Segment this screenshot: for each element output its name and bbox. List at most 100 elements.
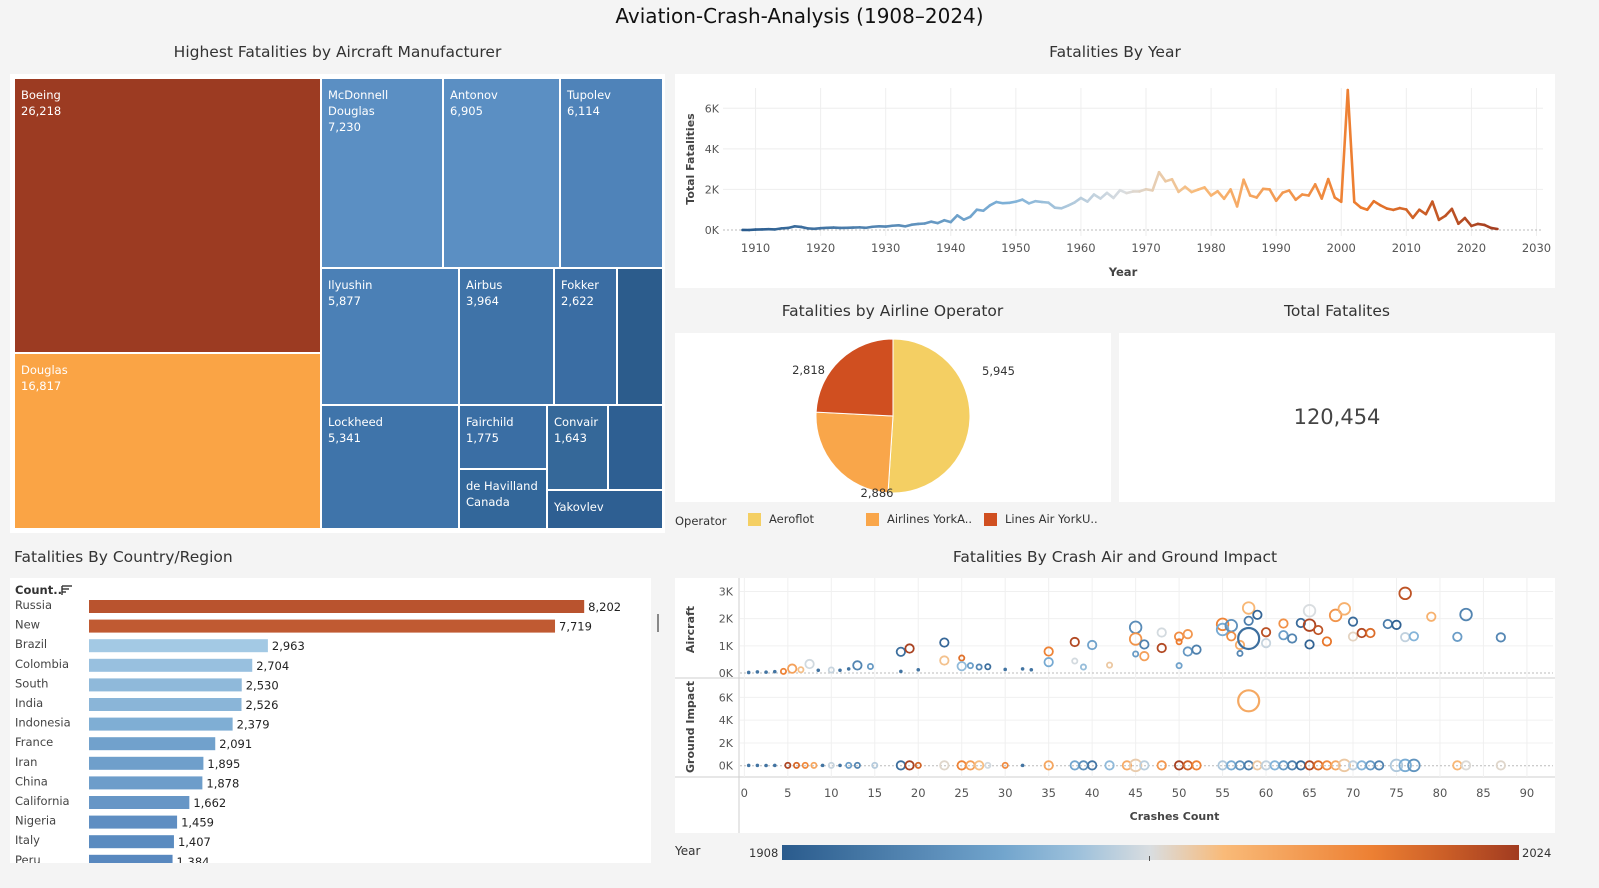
- treemap-cell[interactable]: Antonov 6,905: [443, 78, 560, 268]
- pie-legend-item-airlines[interactable]: Airlines YorkA..: [866, 512, 972, 526]
- scatter-point[interactable]: [846, 667, 851, 671]
- scatter-point[interactable]: [1106, 661, 1114, 669]
- bar[interactable]: [89, 756, 204, 770]
- scatter-point[interactable]: [1278, 618, 1289, 629]
- scatter-point[interactable]: [1003, 667, 1008, 672]
- treemap-cell[interactable]: Yakovlev: [547, 490, 663, 529]
- pie-legend-item-aeroflot[interactable]: Aeroflot: [748, 512, 814, 526]
- scatter-point[interactable]: [1236, 649, 1244, 657]
- scatter-point[interactable]: [1087, 760, 1098, 771]
- scatter-point[interactable]: [1139, 651, 1150, 662]
- treemap-cell[interactable]: Fairchild 1,775: [459, 405, 547, 469]
- treemap-chart[interactable]: Boeing 26,218 Douglas 16,817 McDonnell Dougl…: [10, 74, 665, 533]
- scatter-point[interactable]: [845, 761, 853, 769]
- scatter-point[interactable]: [1071, 657, 1079, 665]
- scatter-point[interactable]: [779, 667, 787, 675]
- scatter-point[interactable]: [793, 761, 801, 769]
- scatter-point[interactable]: [1104, 760, 1115, 771]
- scatter-point[interactable]: [838, 668, 842, 673]
- scatter-point[interactable]: [787, 663, 798, 674]
- bar[interactable]: [89, 815, 178, 829]
- treemap-cell[interactable]: de Havilland Canada: [459, 469, 547, 529]
- treemap-cell[interactable]: Fokker 2,622: [554, 268, 617, 405]
- scatter-point[interactable]: [801, 761, 809, 769]
- scatter-point[interactable]: [1400, 632, 1411, 643]
- bar[interactable]: [89, 854, 173, 863]
- scatter-point[interactable]: [1304, 639, 1315, 650]
- scatter-point[interactable]: [1234, 639, 1246, 651]
- treemap-cell[interactable]: Airbus 3,964: [459, 268, 554, 405]
- line-chart[interactable]: 0K 2K 4K 6K 1910 1920 1930 1940 1950 1960 1970 1980…: [675, 74, 1555, 288]
- scatter-point[interactable]: [1243, 615, 1254, 626]
- bar[interactable]: [89, 639, 268, 653]
- scatter-point[interactable]: [984, 761, 992, 769]
- scatter-point[interactable]: [899, 669, 903, 674]
- pie-slice[interactable]: [815, 411, 894, 494]
- scatter-point[interactable]: [1182, 629, 1193, 640]
- bar[interactable]: [89, 717, 233, 731]
- bar-chart[interactable]: Count..Russia 8,202 New 7,719 Brazil 2,963 Col…: [10, 578, 651, 863]
- scatter-point[interactable]: [1139, 639, 1150, 650]
- scatter-point[interactable]: [1069, 636, 1080, 648]
- scatter-point[interactable]: [820, 763, 825, 768]
- scatter-point[interactable]: [1452, 631, 1463, 642]
- scatter-point[interactable]: [810, 761, 818, 769]
- pie-chart[interactable]: 5,945 2,886 2,818: [675, 333, 1111, 502]
- bar[interactable]: [89, 776, 203, 790]
- scatter-point[interactable]: [1347, 631, 1359, 642]
- scatter-point[interactable]: [1260, 627, 1272, 638]
- scatter-point[interactable]: [1252, 609, 1263, 620]
- treemap-cell[interactable]: Douglas 16,817: [14, 353, 321, 529]
- scatter-point[interactable]: [797, 666, 805, 674]
- scatter-point[interactable]: [1175, 662, 1183, 670]
- scatter-point[interactable]: [904, 643, 915, 654]
- scatter-point[interactable]: [1347, 616, 1359, 627]
- scatter-point[interactable]: [1132, 650, 1140, 658]
- scatter-point[interactable]: [1043, 657, 1054, 668]
- scatter-point[interactable]: [1495, 760, 1506, 771]
- scatter-point[interactable]: [772, 669, 777, 674]
- treemap-cell[interactable]: Lockheed 5,341: [321, 405, 459, 529]
- year-gradient-bar[interactable]: [782, 845, 1519, 860]
- bar[interactable]: [89, 678, 242, 692]
- scatter-point[interactable]: [1128, 632, 1143, 646]
- scatter-point[interactable]: [1001, 761, 1009, 769]
- bar[interactable]: [89, 658, 253, 672]
- scatter-point[interactable]: [1237, 626, 1261, 651]
- scatter-point[interactable]: [916, 667, 921, 672]
- scatter-point[interactable]: [755, 763, 760, 768]
- scatter-point[interactable]: [1128, 758, 1143, 773]
- scatter-point[interactable]: [904, 760, 915, 771]
- scatter-point[interactable]: [1495, 632, 1506, 643]
- scatter-point[interactable]: [816, 668, 821, 673]
- scatter-point[interactable]: [1407, 758, 1421, 773]
- scatter-point[interactable]: [1287, 633, 1298, 644]
- scatter-point[interactable]: [1175, 638, 1183, 646]
- scatter-point[interactable]: [1382, 618, 1393, 630]
- scatter-point[interactable]: [772, 763, 777, 768]
- scatter-point[interactable]: [956, 661, 967, 672]
- scatter-point[interactable]: [984, 663, 992, 671]
- scatter-point[interactable]: [895, 646, 906, 657]
- scatter-point[interactable]: [746, 670, 751, 675]
- scatter-point[interactable]: [1278, 630, 1289, 641]
- scatter-point[interactable]: [975, 663, 983, 671]
- scatter-point[interactable]: [966, 662, 974, 670]
- scatter-point[interactable]: [1156, 627, 1167, 638]
- treemap-cell[interactable]: Ilyushin 5,877: [321, 268, 459, 405]
- scatter-point[interactable]: [1459, 607, 1473, 622]
- scatter-point[interactable]: [914, 761, 922, 769]
- scatter-point[interactable]: [1079, 663, 1087, 671]
- scatter-point[interactable]: [838, 763, 842, 768]
- scatter-point[interactable]: [1302, 618, 1317, 632]
- bars-column-header[interactable]: Count..: [15, 583, 62, 597]
- scatter-point[interactable]: [827, 761, 835, 769]
- scatter-point[interactable]: [1302, 604, 1317, 618]
- treemap-cell[interactable]: Boeing 26,218: [14, 78, 321, 353]
- treemap-cell[interactable]: McDonnell Douglas 7,230: [321, 78, 443, 268]
- scatter-point[interactable]: [1215, 622, 1230, 637]
- scatter-point[interactable]: [1408, 631, 1419, 642]
- scatter-point[interactable]: [1321, 636, 1333, 647]
- scatter-point[interactable]: [827, 666, 835, 674]
- scatter-point[interactable]: [1182, 646, 1193, 657]
